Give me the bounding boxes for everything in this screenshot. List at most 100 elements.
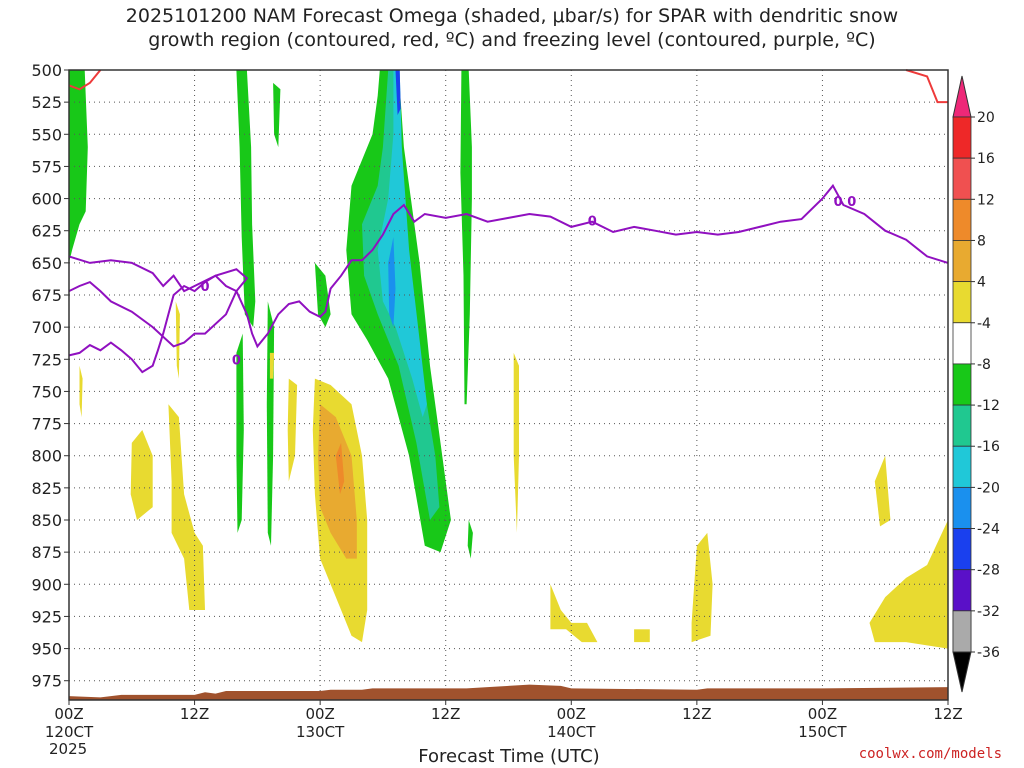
colorbar-bottom-arrow: [952, 651, 972, 693]
omega-region-14: [79, 365, 83, 418]
omega-shading: [69, 70, 948, 649]
colorbar-band-0: [952, 116, 972, 159]
omega-region-12: [467, 520, 473, 559]
omega-region-20: [318, 404, 357, 559]
omega-region-25: [691, 532, 713, 643]
omega-region-23: [550, 584, 598, 643]
x-tick-date-2: 130CT: [296, 723, 345, 741]
colorbar-band-11: [952, 569, 972, 612]
omega-region-24: [634, 629, 650, 643]
y-tick-label-700: 700: [31, 318, 62, 337]
y-tick-label-525: 525: [31, 93, 62, 112]
ground-terrain: [69, 684, 948, 700]
x-tick-label-3: 12Z: [431, 705, 460, 723]
omega-region-22: [513, 352, 519, 533]
colorbar-label-5: -4: [977, 316, 991, 332]
colorbar-label-9: -20: [977, 480, 1000, 496]
freezing-level-label-2: 0: [588, 214, 597, 229]
x-tick-date-0: 120CT: [45, 723, 94, 741]
y-tick-label-900: 900: [31, 575, 62, 594]
chart-title-line-2: growth region (contoured, red, ºC) and f…: [148, 29, 876, 51]
omega-region-17: [269, 352, 275, 379]
omega-region-1: [236, 70, 256, 328]
y-tick-label-875: 875: [31, 543, 62, 562]
colorbar-band-4: [952, 281, 972, 324]
x-tick-label-2: 00Z: [305, 705, 334, 723]
y-tick-labels: 500 525 550 575 600 625 650 675 700 725 750 775 800 8…: [31, 61, 62, 691]
colorbar: 20 16 12 8 4 -4 -8 -12 -16 -20 -24 -28 -32 -36: [952, 75, 1000, 693]
omega-region-4: [266, 301, 275, 546]
y-tick-label-725: 725: [31, 350, 62, 369]
y-tick-label-800: 800: [31, 447, 62, 466]
x-tick-label-1: 12Z: [180, 705, 209, 723]
colorbar-label-8: -16: [977, 439, 1000, 455]
colorbar-label-6: -8: [977, 357, 991, 373]
colorbar-label-10: -24: [977, 522, 1000, 538]
x-tick-date-4: 140CT: [547, 723, 596, 741]
y-tick-label-650: 650: [31, 254, 62, 273]
y-tick-label-850: 850: [31, 511, 62, 530]
colorbar-band-7: [952, 404, 972, 447]
plot-frame: [68, 69, 949, 701]
chart-title: 2025101200 NAM Forecast Omega (shaded, μ…: [0, 4, 1024, 52]
colorbar-band-9: [952, 486, 972, 529]
chart-title-line-1: 2025101200 NAM Forecast Omega (shaded, μ…: [125, 5, 899, 27]
freezing-level-contour-2: [68, 183, 949, 374]
colorbar-band-2: [952, 198, 972, 241]
colorbar-band-3: [952, 240, 972, 283]
dgz-contour-left: [68, 69, 102, 91]
credit-text: coolwx.com/models: [858, 746, 1002, 762]
omega-region-21: [335, 442, 345, 495]
omega-region-26: [874, 455, 891, 527]
colorbar-label-2: 12: [977, 192, 995, 208]
colorbar-label-12: -32: [977, 604, 1000, 620]
colorbar-label-13: -36: [977, 645, 1000, 661]
x-tick-year-0: 2025: [49, 740, 87, 758]
y-tick-label-775: 775: [31, 415, 62, 434]
y-tick-label-675: 675: [31, 286, 62, 305]
y-tick-label-600: 600: [31, 190, 62, 209]
omega-region-0: [69, 70, 88, 263]
colorbar-label-11: -28: [977, 563, 1000, 579]
x-tick-label-4: 00Z: [557, 705, 586, 723]
colorbar-label-7: -12: [977, 398, 1000, 414]
y-tick-label-825: 825: [31, 479, 62, 498]
x-tick-label-7: 12Z: [933, 705, 962, 723]
omega-region-8: [377, 70, 427, 418]
omega-region-11: [460, 70, 472, 405]
colorbar-band-6: [952, 363, 972, 406]
omega-region-10: [395, 70, 401, 115]
omega-region-27: [869, 520, 948, 649]
axes: [64, 69, 949, 705]
y-tick-label-575: 575: [31, 157, 62, 176]
omega-region-18: [287, 378, 298, 482]
colorbar-band-gray: [952, 610, 972, 653]
y-tick-label-625: 625: [31, 222, 62, 241]
colorbar-band-5: [952, 322, 972, 365]
omega-region-2: [273, 82, 281, 148]
omega-region-5: [314, 262, 331, 328]
x-tick-label-0: 00Z: [54, 705, 83, 723]
colorbar-label-1: 16: [977, 151, 995, 167]
y-tick-label-925: 925: [31, 607, 62, 626]
y-tick-label-550: 550: [31, 125, 62, 144]
colorbar-top-arrow: [952, 75, 972, 118]
omega-region-3: [236, 333, 244, 533]
freezing-level-label-3: 0: [834, 195, 843, 210]
freezing-level-contour-1: [68, 255, 249, 348]
colorbar-label-4: 4: [977, 275, 986, 291]
x-tick-date-6: 150CT: [798, 723, 847, 741]
colorbar-band-8: [952, 445, 972, 488]
omega-region-16: [168, 404, 205, 610]
freezing-level-label-4: 0: [847, 195, 856, 210]
ground-layer: [69, 684, 948, 700]
y-tick-label-500: 500: [31, 61, 62, 80]
colorbar-band-10: [952, 528, 972, 571]
freezing-level-label-0: 0: [201, 280, 210, 295]
dgz-contour-right: [905, 69, 948, 104]
y-tick-label-750: 750: [31, 382, 62, 401]
x-axis-label: Forecast Time (UTC): [418, 746, 599, 767]
